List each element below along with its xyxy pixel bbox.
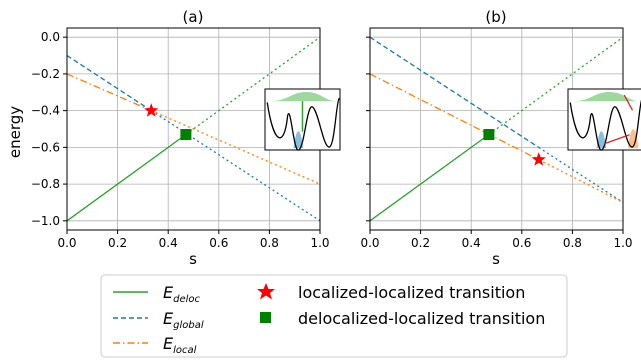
legend-label-global: Eglobal xyxy=(163,309,204,331)
x-tick-label: 0.0 xyxy=(57,236,76,250)
legend-label-localized-localized: localized-localized transition xyxy=(298,283,525,302)
x-tick-label: 0.2 xyxy=(411,236,430,250)
series-line-global xyxy=(369,36,540,148)
series-line-global-continuation xyxy=(150,110,321,222)
x-tick-label: 0.8 xyxy=(260,236,279,250)
y-axis-label: energy xyxy=(6,106,24,158)
legend-label-global-sub: global xyxy=(173,320,204,331)
x-tick-label: 0.0 xyxy=(360,236,379,250)
x-axis-label-b: s xyxy=(492,250,500,268)
y-tick-label: −1.0 xyxy=(31,214,60,228)
series-line-global xyxy=(66,55,152,112)
y-tick-label: −0.2 xyxy=(31,67,60,81)
localized-state-shape xyxy=(293,131,304,149)
series-line-deloc xyxy=(66,133,187,222)
x-tick-label: 0.2 xyxy=(108,236,127,250)
x-axis-label-a: s xyxy=(189,250,197,268)
legend-star-icon xyxy=(257,283,275,300)
legend-label-global-sym: E xyxy=(163,309,174,328)
y-tick-label: −0.4 xyxy=(31,104,60,118)
series-line-local xyxy=(66,73,152,112)
x-tick-label: 0.6 xyxy=(209,236,228,250)
y-tick-label: −0.6 xyxy=(31,140,60,154)
legend: Edeloc Eglobal Elocal localized-localize… xyxy=(100,274,568,358)
transition-indicator xyxy=(623,94,634,111)
legend-label-deloc: Edeloc xyxy=(163,283,201,305)
legend-square-icon xyxy=(260,312,271,323)
x-tick-label: 0.6 xyxy=(512,236,531,250)
x-tick-label: 0.4 xyxy=(159,236,178,250)
inset-potential-a xyxy=(264,88,341,151)
local-state-shape xyxy=(628,128,639,149)
series-line-local xyxy=(369,73,540,161)
panel-a: (a) energy s 0.0 0.2 0.4 0.6 0.8 1.0 0.0 −0.2 −0… xyxy=(6,8,341,268)
series-line-global-continuation xyxy=(538,146,624,203)
delocalized-state-shape xyxy=(574,92,640,102)
legend-label-local-sym: E xyxy=(163,334,174,353)
localized-state-shape xyxy=(596,131,607,149)
legend-label-local: Elocal xyxy=(163,334,197,356)
panel-title-b: (b) xyxy=(485,8,506,26)
x-tick-label: 1.0 xyxy=(310,236,329,250)
square-marker xyxy=(180,129,192,141)
x-tick-label: 1.0 xyxy=(613,236,632,250)
x-tick-label: 0.8 xyxy=(563,236,582,250)
y-tick-label: −0.8 xyxy=(31,177,60,191)
inset-potential-b xyxy=(567,88,641,151)
y-tick-label: 0.0 xyxy=(41,30,60,44)
legend-label-deloc-sub: deloc xyxy=(173,294,200,305)
panel-b: (b) s 0.0 0.2 0.4 0.6 0.8 1.0 xyxy=(360,8,641,268)
potential-curve xyxy=(266,97,340,151)
transition-indicator xyxy=(603,134,630,145)
series-line-local-continuation xyxy=(150,110,321,185)
potential-curve xyxy=(569,99,641,151)
star-marker xyxy=(531,152,546,166)
delocalized-state-shape xyxy=(271,92,337,102)
panel-title-a: (a) xyxy=(183,8,204,26)
legend-frame xyxy=(100,274,568,358)
legend-label-delocalized-localized: delocalized-localized transition xyxy=(298,309,545,328)
series-line-local-continuation xyxy=(538,159,624,204)
x-tick-label: 0.4 xyxy=(462,236,481,250)
star-marker xyxy=(144,103,159,117)
square-marker xyxy=(483,129,495,141)
legend-label-local-sub: local xyxy=(173,345,197,356)
legend-label-deloc-sym: E xyxy=(163,283,174,302)
series-line-deloc xyxy=(369,133,490,222)
